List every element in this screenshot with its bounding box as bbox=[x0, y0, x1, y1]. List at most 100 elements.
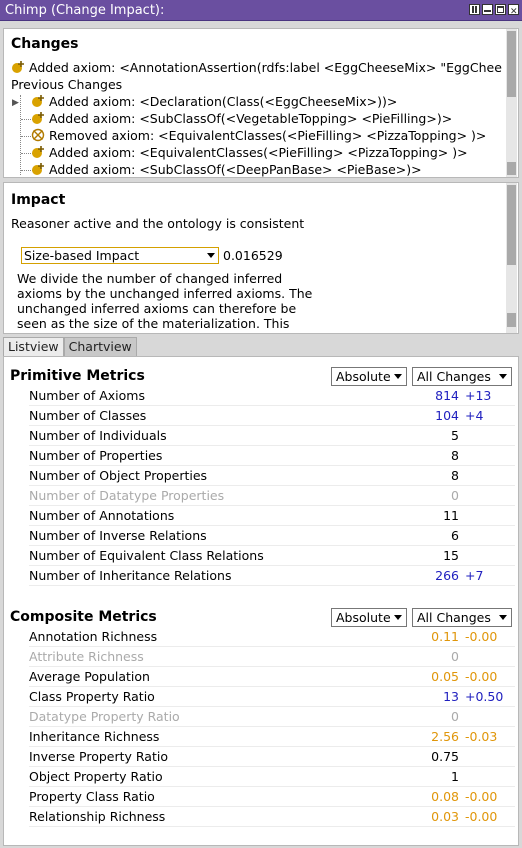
metric-label: Inverse Property Ratio bbox=[29, 749, 168, 764]
metric-value: 8 bbox=[451, 448, 459, 463]
metric-label: Relationship Richness bbox=[29, 809, 166, 824]
previous-change-item[interactable]: Added axiom: <SubClassOf(<VegetableToppi… bbox=[31, 111, 452, 126]
chevron-down-icon bbox=[394, 615, 402, 620]
metric-label: Number of Axioms bbox=[29, 388, 145, 403]
impact-value: 0.016529 bbox=[223, 248, 283, 263]
tab-chartview[interactable]: Chartview bbox=[63, 337, 137, 356]
impact-type-select[interactable]: Size-based Impact bbox=[21, 247, 219, 264]
primitive-filter-select[interactable]: All Changes bbox=[412, 367, 512, 386]
metric-row: Average Population 0.05 -0.00 bbox=[29, 668, 515, 687]
metric-row: Number of Inheritance Relations 266 +7 bbox=[29, 567, 515, 586]
view-tabs: Listview Chartview bbox=[3, 337, 137, 356]
metric-row: Number of Properties 8 bbox=[29, 447, 515, 466]
metric-label: Attribute Richness bbox=[29, 649, 144, 664]
metric-row: Class Property Ratio 13 +0.50 bbox=[29, 688, 515, 707]
changes-panel: Changes Added axiom: <AnnotationAssertio… bbox=[3, 28, 519, 178]
metric-row: Number of Inverse Relations 6 bbox=[29, 527, 515, 546]
previous-change-item[interactable]: Added axiom: <EquivalentClasses(<PieFill… bbox=[31, 145, 468, 160]
metric-label: Inheritance Richness bbox=[29, 729, 160, 744]
changes-heading: Changes bbox=[11, 36, 79, 52]
primitive-mode-select[interactable]: Absolute bbox=[331, 367, 407, 386]
window-title: Chimp (Change Impact): bbox=[5, 3, 165, 18]
metric-value: 13 bbox=[443, 689, 459, 704]
minimize-icon[interactable] bbox=[482, 4, 493, 15]
metric-value: 1 bbox=[451, 769, 459, 784]
metric-value: 0.03 bbox=[431, 809, 459, 824]
metric-row: Inheritance Richness 2.56 -0.03 bbox=[29, 728, 515, 747]
changes-scrollbar[interactable] bbox=[506, 29, 517, 177]
metric-delta: -0.03 bbox=[465, 729, 498, 744]
maximize-icon[interactable] bbox=[495, 4, 506, 15]
metric-row: Property Class Ratio 0.08 -0.00 bbox=[29, 788, 515, 807]
metric-value: 2.56 bbox=[431, 729, 459, 744]
chevron-down-icon bbox=[499, 374, 507, 379]
composite-mode-select[interactable]: Absolute bbox=[331, 608, 407, 627]
previous-change-text: Removed axiom: <EquivalentClasses(<PieFi… bbox=[49, 128, 487, 143]
metric-label: Object Property Ratio bbox=[29, 769, 163, 784]
window-controls bbox=[469, 2, 519, 23]
impact-scroll-thumb-lower[interactable] bbox=[507, 313, 516, 327]
metric-label: Datatype Property Ratio bbox=[29, 709, 180, 724]
removed-axiom-icon bbox=[31, 128, 45, 142]
previous-change-item[interactable]: Added axiom: <Declaration(Class(<EggChee… bbox=[31, 94, 397, 109]
impact-scrollbar[interactable] bbox=[506, 183, 517, 333]
metric-label: Number of Properties bbox=[29, 448, 163, 463]
chevron-down-icon bbox=[207, 253, 215, 258]
metric-label: Number of Object Properties bbox=[29, 468, 208, 483]
metric-value: 814 bbox=[435, 388, 459, 403]
metric-delta: -0.00 bbox=[465, 629, 498, 644]
previous-change-text: Added axiom: <SubClassOf(<DeepPanBase> <… bbox=[49, 162, 422, 177]
metric-delta: +4 bbox=[465, 408, 484, 423]
composite-filter-value: All Changes bbox=[417, 610, 491, 625]
composite-filter-select[interactable]: All Changes bbox=[412, 608, 512, 627]
metric-value: 0.05 bbox=[431, 669, 459, 684]
metric-value: 6 bbox=[451, 528, 459, 543]
impact-description-line: axioms by the unchanged inferred axioms.… bbox=[17, 286, 313, 301]
metric-value: 0.11 bbox=[431, 629, 459, 644]
added-axiom-icon bbox=[32, 146, 44, 158]
tree-branch bbox=[21, 153, 33, 154]
metric-label: Number of Classes bbox=[29, 408, 147, 423]
metric-label: Number of Annotations bbox=[29, 508, 175, 523]
metric-value: 0 bbox=[451, 709, 459, 724]
previous-change-text: Added axiom: <Declaration(Class(<EggChee… bbox=[49, 94, 398, 109]
metric-row: Number of Object Properties 8 bbox=[29, 467, 515, 486]
metric-label: Number of Inverse Relations bbox=[29, 528, 207, 543]
metric-label: Number of Individuals bbox=[29, 428, 167, 443]
previous-change-text: Added axiom: <EquivalentClasses(<PieFill… bbox=[49, 145, 468, 160]
metric-delta: -0.00 bbox=[465, 789, 498, 804]
tree-expand-icon[interactable]: ▶ bbox=[12, 98, 19, 108]
metric-label: Class Property Ratio bbox=[29, 689, 155, 704]
pin-icon[interactable] bbox=[469, 4, 480, 15]
metric-label: Average Population bbox=[29, 669, 150, 684]
metric-value: 0.75 bbox=[431, 749, 459, 764]
added-axiom-icon bbox=[32, 112, 44, 124]
metric-label: Number of Equivalent Class Relations bbox=[29, 548, 264, 563]
metric-value: 266 bbox=[435, 568, 459, 583]
tree-branch bbox=[21, 170, 33, 171]
impact-description-line: unchanged inferred axioms can therefore … bbox=[17, 301, 297, 316]
metric-value: 0 bbox=[451, 649, 459, 664]
previous-change-item[interactable]: Added axiom: <SubClassOf(<DeepPanBase> <… bbox=[31, 162, 422, 177]
previous-changes-label[interactable]: Previous Changes bbox=[11, 77, 123, 92]
tab-listview[interactable]: Listview bbox=[3, 337, 64, 356]
impact-scroll-thumb[interactable] bbox=[507, 185, 516, 265]
previous-change-text: Added axiom: <SubClassOf(<VegetableToppi… bbox=[49, 111, 453, 126]
tree-branch bbox=[21, 136, 33, 137]
metric-row: Number of Datatype Properties 0 bbox=[29, 487, 515, 506]
added-axiom-icon bbox=[32, 95, 44, 107]
metric-row: Number of Annotations 11 bbox=[29, 507, 515, 526]
current-change[interactable]: Added axiom: <AnnotationAssertion(rdfs:l… bbox=[11, 60, 502, 75]
composite-metrics-heading: Composite Metrics bbox=[10, 609, 157, 625]
close-icon[interactable] bbox=[508, 2, 519, 23]
previous-change-item[interactable]: Removed axiom: <EquivalentClasses(<PieFi… bbox=[31, 128, 486, 143]
chevron-down-icon bbox=[394, 374, 402, 379]
composite-mode-value: Absolute bbox=[336, 610, 391, 625]
metric-row: Annotation Richness 0.11 -0.00 bbox=[29, 628, 515, 647]
metric-value: 15 bbox=[443, 548, 459, 563]
metric-value: 8 bbox=[451, 468, 459, 483]
changes-scroll-thumb[interactable] bbox=[507, 31, 516, 97]
window-title-bar: Chimp (Change Impact): bbox=[0, 0, 522, 23]
changes-scroll-thumb-lower[interactable] bbox=[507, 162, 516, 175]
metric-row: Number of Classes 104 +4 bbox=[29, 407, 515, 426]
